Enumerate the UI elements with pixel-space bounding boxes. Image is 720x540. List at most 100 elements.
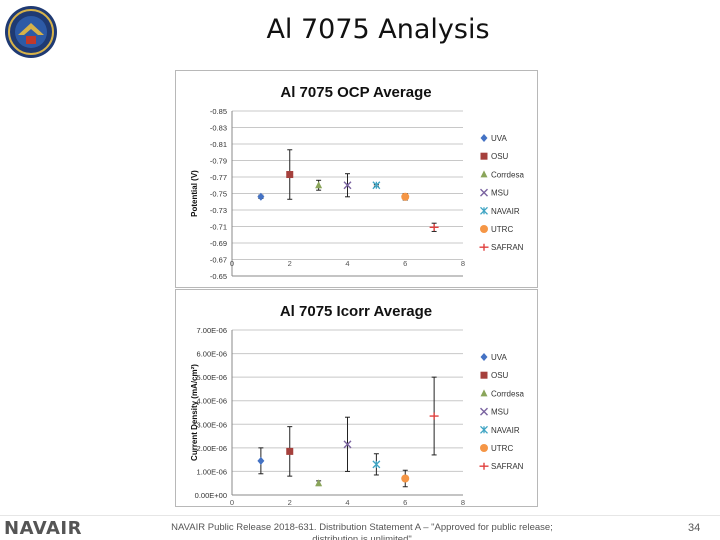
ocp-marker-navair bbox=[372, 181, 381, 190]
icorr-legend-marker-navair bbox=[480, 425, 488, 434]
ocp-y-tick-label: -0.81 bbox=[210, 140, 227, 149]
icorr-marker-uva bbox=[257, 456, 265, 465]
page-number: 34 bbox=[688, 522, 701, 534]
ocp-legend-entry-osu: OSU bbox=[480, 152, 509, 161]
ocp-marker-uva bbox=[257, 192, 265, 201]
ocp-point-navair bbox=[372, 181, 381, 190]
icorr-marker-osu bbox=[286, 447, 294, 455]
icorr-legend-entry-uva: UVA bbox=[480, 353, 508, 362]
ocp-legend-entry-navair: NAVAIR bbox=[480, 206, 520, 216]
ocp-point-safran bbox=[429, 222, 439, 232]
ocp-legend-marker-msu bbox=[480, 188, 488, 197]
ocp-legend-marker-osu bbox=[480, 152, 488, 160]
ocp-legend-marker-uva bbox=[480, 134, 488, 142]
icorr-legend-marker-corrdesa bbox=[480, 389, 488, 397]
ocp-y-tick-label: -0.83 bbox=[210, 124, 227, 133]
ocp-marker-msu bbox=[343, 181, 352, 190]
icorr-x-tick-label: 8 bbox=[461, 498, 465, 506]
icorr-legend-entry-navair: NAVAIR bbox=[480, 425, 520, 435]
icorr-y-axis-label: Current Density (mA/cm²) bbox=[190, 364, 199, 461]
icorr-legend-label-corrdesa: Corrdesa bbox=[491, 389, 524, 398]
icorr-legend-label-utrc: UTRC bbox=[491, 444, 513, 453]
icorr-y-tick-label: 0.00E+00 bbox=[195, 491, 227, 500]
ocp-legend-label-uva: UVA bbox=[491, 134, 508, 143]
ocp-marker-safran bbox=[429, 223, 439, 231]
icorr-x-tick-label: 2 bbox=[288, 498, 292, 506]
ocp-y-tick-label: -0.73 bbox=[210, 206, 227, 215]
icorr-legend-marker-safran bbox=[479, 462, 489, 470]
ocp-legend-label-corrdesa: Corrdesa bbox=[491, 170, 524, 179]
icorr-point-corrdesa bbox=[315, 479, 323, 487]
ocp-x-tick-label: 8 bbox=[461, 259, 465, 268]
icorr-chart-svg: Al 7075 Icorr Average Current Density (mA… bbox=[190, 303, 524, 506]
ocp-legend-label-osu: OSU bbox=[491, 152, 509, 161]
ocp-chart: Al 7075 OCP Average Potential (V) -0.85 -0.… bbox=[175, 70, 538, 288]
navair-seal-logo bbox=[5, 6, 57, 58]
icorr-legend-marker-uva bbox=[480, 353, 488, 361]
ocp-y-tick-label: -0.85 bbox=[210, 107, 227, 116]
ocp-legend-marker-safran bbox=[479, 243, 489, 251]
ocp-chart-title: Al 7075 OCP Average bbox=[280, 84, 431, 101]
ocp-legend-label-utrc: UTRC bbox=[491, 225, 513, 234]
icorr-legend-marker-osu bbox=[480, 371, 488, 379]
icorr-legend-label-safran: SAFRAN bbox=[491, 462, 524, 471]
icorr-y-tick-label: 6.00E-06 bbox=[197, 350, 227, 359]
icorr-legend-label-uva: UVA bbox=[491, 353, 508, 362]
icorr-chart: Al 7075 Icorr Average Current Density (mA… bbox=[175, 289, 538, 507]
icorr-marker-msu bbox=[343, 440, 352, 449]
icorr-legend-label-osu: OSU bbox=[491, 371, 509, 380]
icorr-x-tick-label: 4 bbox=[345, 498, 349, 506]
ocp-point-uva bbox=[257, 192, 265, 201]
ocp-y-tick-label: -0.69 bbox=[210, 239, 227, 248]
icorr-point-navair bbox=[372, 453, 381, 476]
ocp-marker-osu bbox=[286, 171, 294, 179]
ocp-point-osu bbox=[286, 149, 294, 200]
icorr-marker-navair bbox=[372, 460, 381, 469]
icorr-marker-utrc bbox=[401, 474, 410, 483]
icorr-legend-entry-corrdesa: Corrdesa bbox=[480, 389, 524, 398]
icorr-marker-corrdesa bbox=[315, 479, 323, 487]
ocp-legend-entry-safran: SAFRAN bbox=[479, 243, 524, 252]
icorr-y-tick-label: 5.00E-06 bbox=[197, 373, 227, 382]
icorr-y-tick-label: 2.00E-06 bbox=[197, 444, 227, 453]
icorr-y-tick-label: 1.00E-06 bbox=[197, 467, 227, 476]
ocp-legend-marker-utrc bbox=[480, 225, 488, 233]
ocp-legend-marker-corrdesa bbox=[480, 170, 488, 178]
icorr-point-uva bbox=[257, 447, 265, 475]
icorr-x-tick-label: 6 bbox=[403, 498, 407, 506]
ocp-x-tick-label: 2 bbox=[288, 259, 292, 268]
ocp-marker-utrc bbox=[401, 192, 410, 201]
ocp-y-tick-label: -0.77 bbox=[210, 173, 227, 182]
footer-divider bbox=[0, 515, 720, 516]
ocp-y-tick-label: -0.65 bbox=[210, 272, 227, 281]
ocp-legend-label-msu: MSU bbox=[491, 189, 509, 198]
ocp-legend-marker-navair bbox=[480, 206, 488, 215]
icorr-chart-title: Al 7075 Icorr Average bbox=[280, 303, 432, 320]
icorr-legend-label-msu: MSU bbox=[491, 408, 509, 417]
ocp-legend-entry-uva: UVA bbox=[480, 134, 508, 143]
slide-title: Al 7075 Analysis bbox=[266, 14, 490, 45]
icorr-legend-label-navair: NAVAIR bbox=[491, 426, 520, 435]
icorr-point-utrc bbox=[401, 469, 410, 488]
icorr-point-safran bbox=[429, 376, 439, 456]
icorr-legend-entry-utrc: UTRC bbox=[480, 444, 513, 453]
icorr-y-tick-label: 4.00E-06 bbox=[197, 397, 227, 406]
ocp-y-tick-label: -0.75 bbox=[210, 190, 227, 199]
ocp-x-tick-label: 4 bbox=[345, 259, 349, 268]
ocp-x-tick-label: 6 bbox=[403, 259, 407, 268]
icorr-point-msu bbox=[343, 416, 352, 472]
ocp-point-corrdesa bbox=[315, 179, 323, 191]
ocp-y-tick-label: -0.71 bbox=[210, 223, 227, 232]
ocp-chart-svg: Al 7075 OCP Average Potential (V) -0.85 -0.… bbox=[190, 84, 524, 281]
ocp-y-tick-label: -0.67 bbox=[210, 256, 227, 265]
icorr-legend-entry-safran: SAFRAN bbox=[479, 462, 524, 471]
icorr-y-tick-label: 3.00E-06 bbox=[197, 420, 227, 429]
icorr-legend-marker-utrc bbox=[480, 444, 488, 452]
footer-logo: NAVAIR bbox=[4, 518, 82, 539]
ocp-legend-label-navair: NAVAIR bbox=[491, 207, 520, 216]
icorr-legend-entry-osu: OSU bbox=[480, 371, 509, 380]
icorr-y-tick-label: 7.00E-06 bbox=[197, 326, 227, 335]
ocp-y-tick-label: -0.79 bbox=[210, 157, 227, 166]
ocp-y-axis-label: Potential (V) bbox=[190, 170, 199, 217]
ocp-point-msu bbox=[343, 173, 352, 198]
